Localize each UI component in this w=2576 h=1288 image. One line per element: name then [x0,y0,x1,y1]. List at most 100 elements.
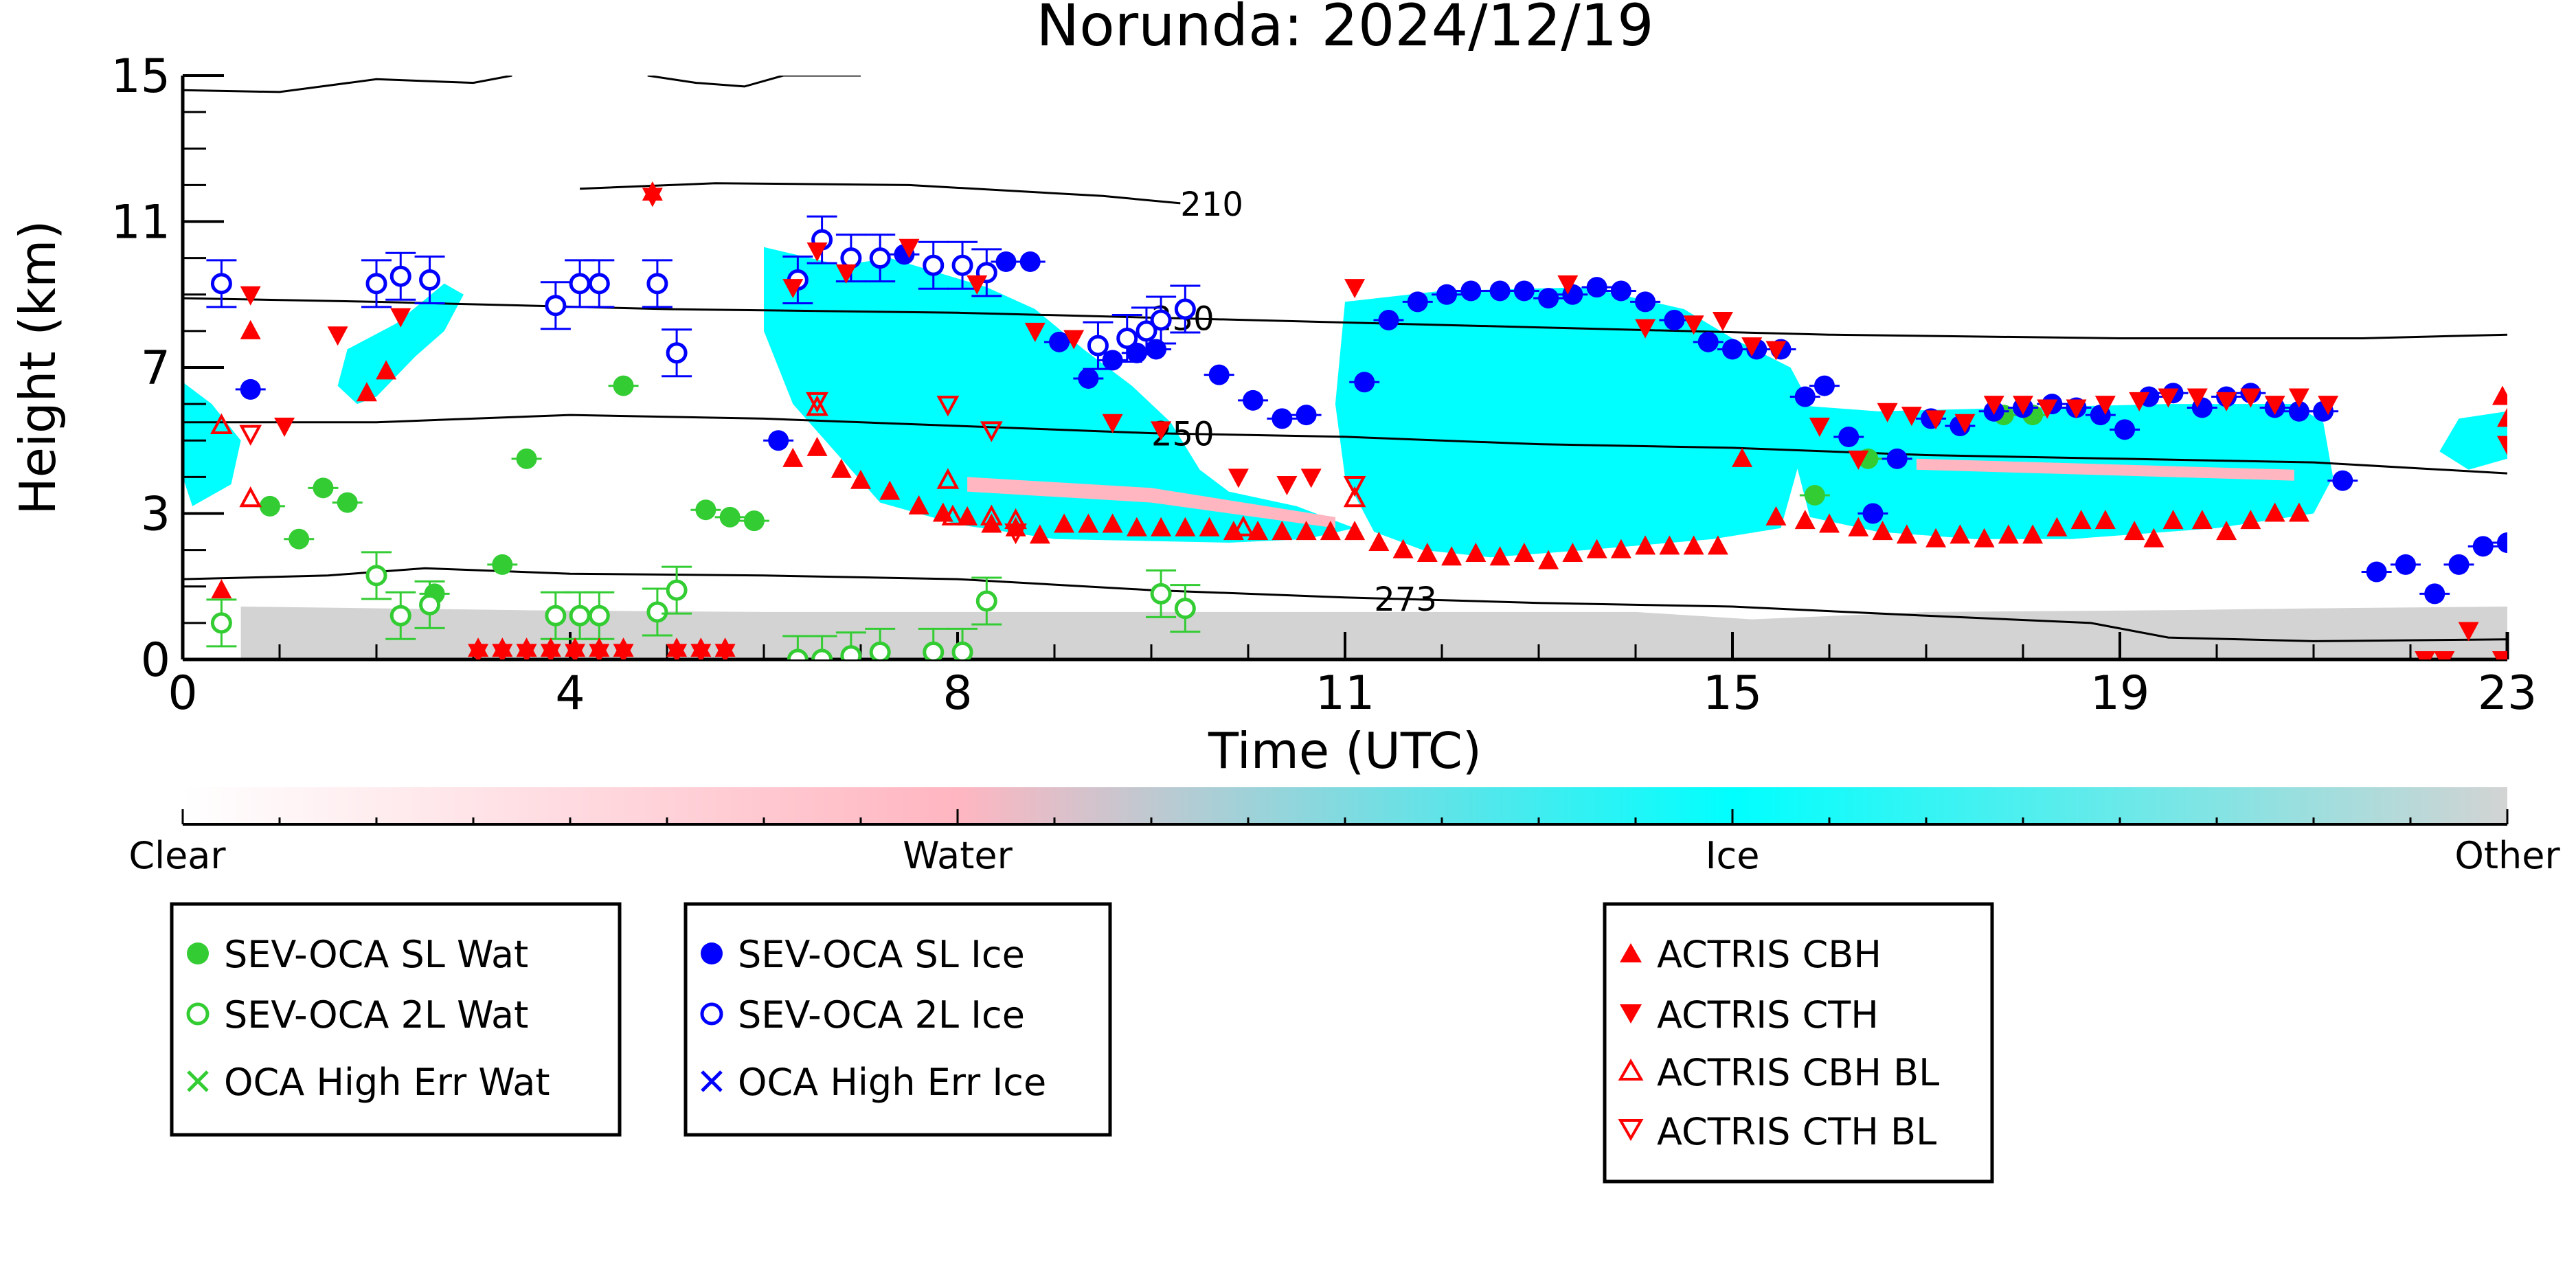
sev-oca-sl-ice-point [2424,583,2445,605]
actris-cth-point [2415,651,2436,659]
actris-cbh-point [1441,546,1462,566]
actris-cth-point [1809,418,1830,437]
isotherm-label-273: 273 [1374,580,1437,619]
sev-oca-sl-ice-point [1586,277,1607,298]
cloud-mask-regions [183,247,2507,659]
actris-cbh-bl-point [1232,515,1255,536]
sev-oca-sl-wat-point [337,492,358,513]
actris-cbh-point [2162,510,2184,530]
actris-cbh-point [1659,535,1680,555]
legend-ice-2l-marker [700,1002,723,1026]
actris-cbh-point [1151,517,1172,536]
legend-actris-cth-label: ACTRIS CTH [1657,993,1879,1037]
sev-oca-sl-ice-point [2288,400,2309,422]
actris-cth-point [1925,410,1947,430]
sev-oca-sl-ice-point [2472,536,2494,557]
y-tick-label: 0 [141,633,170,688]
actris-cth-bl-point [1343,476,1366,497]
actris-cbh-point [1635,535,1656,555]
x-tick-label: 19 [2090,666,2150,721]
actris-cth-point [2288,388,2309,408]
actris-cth-bl-point [806,392,828,414]
legend-water-2l-marker [186,1002,210,1026]
legend-actris-cth-marker [1620,1004,1642,1024]
sev-oca-2l-ice-point [569,273,591,295]
sev-oca-sl-ice-point [1078,368,1099,389]
sev-oca-2l-wat-point [588,605,610,626]
sev-oca-2l-ice-point [840,247,862,269]
ice-region-5 [2439,411,2507,470]
actris-cbh-bl-point [806,395,828,416]
data-series [206,181,2556,659]
actris-cbh-point [1872,521,1893,541]
actris-cth-point [1741,337,1763,357]
other-region-0 [240,607,2507,659]
actris-cth-point [468,644,489,659]
actris-cth-point [589,644,610,659]
water-band-0 [967,477,1335,528]
actris-cbh-point [1054,513,1075,533]
actris-cbh-bl-point [980,504,1003,526]
sev-oca-2l-ice-point [923,254,945,276]
colorbar-label-clear: Clear [128,834,226,877]
sev-oca-sl-ice-point [1814,375,1835,396]
legend-water-higherr-marker [187,1070,209,1092]
actris-cbh-point [356,382,377,402]
y-tick-label: 7 [141,341,170,396]
actris-cbh-point [850,469,871,489]
actris-cth-point [2216,392,2237,411]
colorbar-label-other: Other [2454,834,2560,877]
actris-cbh-point [1707,535,1728,555]
sev-oca-sl-ice-point [1460,280,1482,302]
sev-oca-2l-wat-point [869,641,891,659]
actris-cth-point [1344,279,1366,299]
actris-cbh-bl-point [941,504,964,526]
sev-oca-sl-wat-point [492,554,513,575]
actris-cbh-point [1896,524,1917,544]
sev-oca-sl-ice-point [1407,291,1428,313]
sev-oca-sl-ice-point [1354,372,1375,393]
water-band-1 [1916,458,2294,481]
sev-oca-sl-ice-point [2114,419,2136,440]
actris-cbh-point [831,458,852,478]
sev-oca-sl-ice-point [2535,536,2556,556]
actris-cbh-point [2143,528,2165,547]
actris-cth-point [1765,341,1787,361]
actris-cth-point [2497,436,2507,455]
sev-oca-2l-wat-point [1150,583,1172,605]
sev-oca-sl-ice-point [1610,280,1631,302]
legend-water: SEV-OCA SL Wat SEV-OCA 2L Wat OCA High E… [170,902,622,1137]
sev-oca-2l-wat-point [811,648,833,659]
actris-cbh-point [1765,506,1787,526]
actris-cbh-point [2240,510,2261,530]
actris-cth-point [806,242,828,262]
actris-cth-point [2264,396,2285,416]
actris-cth-bl-point [239,425,262,446]
actris-cth-point [2240,388,2261,408]
actris-cth-point [1712,311,1733,331]
sev-oca-sl-ice-point [2516,587,2537,608]
sev-oca-sl-ice-point [995,251,1017,272]
upper-contour-2 [647,76,861,88]
legend-actris-cthbl-label: ACTRIS CTH BL [1657,1110,1936,1153]
legend-actris-cbh-marker [1620,943,1642,962]
chart-title: Norunda: 2024/12/19 [1036,0,1653,59]
actris-cbh-point [782,447,804,467]
actris-cth-point [782,279,804,299]
sev-oca-2l-ice-point [389,265,411,287]
actris-cth-bl-point [980,421,1003,442]
sev-oca-2l-wat-point [975,590,997,612]
actris-cbh-point [2492,385,2507,405]
actris-cbh-point [806,436,828,456]
sev-oca-2l-wat-point [646,601,668,623]
sev-oca-sl-wat-point [313,477,334,499]
sev-oca-2l-wat-point [365,565,387,587]
sev-oca-2l-wat-point [666,579,688,601]
actris-cth-point [390,308,411,328]
actris-cth-point [240,286,261,306]
actris-cth-point [274,418,295,437]
sev-oca-sl-wat-point [289,528,310,550]
actris-cth-point [2187,388,2208,408]
actris-cbh-bl-point [210,413,233,434]
